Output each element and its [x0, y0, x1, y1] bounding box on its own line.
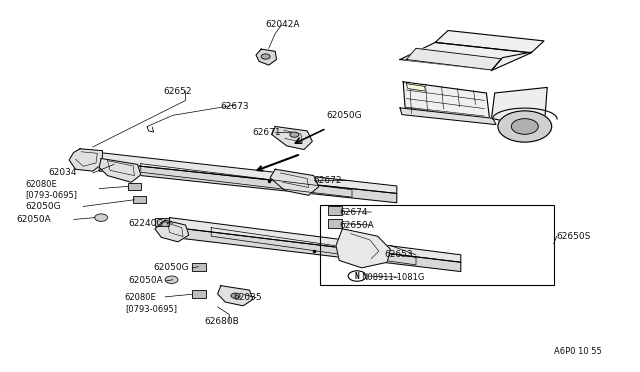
- Polygon shape: [99, 162, 397, 203]
- Polygon shape: [170, 218, 461, 262]
- Polygon shape: [270, 169, 319, 195]
- Bar: [192, 290, 206, 298]
- Text: 62035: 62035: [234, 293, 262, 302]
- Text: 62674: 62674: [339, 208, 368, 217]
- Polygon shape: [99, 158, 141, 182]
- Text: 62240G: 62240G: [128, 219, 163, 228]
- Text: 62671: 62671: [253, 128, 282, 137]
- Text: 62080E
[0793-0695]: 62080E [0793-0695]: [26, 180, 77, 199]
- Bar: [128, 183, 141, 190]
- Text: 62034: 62034: [48, 169, 77, 177]
- Bar: [328, 219, 342, 228]
- Text: N: N: [355, 272, 360, 280]
- Text: 62050G: 62050G: [326, 111, 362, 120]
- Polygon shape: [69, 149, 102, 171]
- Text: 62673: 62673: [221, 102, 250, 110]
- Circle shape: [95, 214, 108, 221]
- Circle shape: [511, 119, 538, 134]
- Text: 62050G: 62050G: [154, 263, 189, 272]
- Polygon shape: [400, 108, 496, 125]
- Bar: [155, 218, 169, 226]
- Circle shape: [231, 293, 240, 298]
- Circle shape: [261, 54, 270, 59]
- Polygon shape: [406, 84, 426, 91]
- Text: 62050G: 62050G: [26, 202, 61, 211]
- Text: N08911-1081G: N08911-1081G: [362, 273, 425, 282]
- Circle shape: [290, 132, 299, 137]
- Text: 62080E
[0793-0695]: 62080E [0793-0695]: [125, 294, 177, 313]
- Polygon shape: [218, 286, 253, 306]
- Text: 62680B: 62680B: [205, 317, 239, 326]
- Polygon shape: [406, 48, 501, 70]
- Bar: [328, 206, 342, 215]
- Text: 62653: 62653: [384, 250, 413, 259]
- Text: 62650A: 62650A: [339, 221, 374, 230]
- Text: 62042A: 62042A: [266, 20, 300, 29]
- Text: A6P0 10 55: A6P0 10 55: [554, 347, 602, 356]
- Circle shape: [348, 271, 366, 281]
- Polygon shape: [99, 153, 397, 193]
- Text: 62050A: 62050A: [128, 276, 163, 285]
- Text: 62050A: 62050A: [16, 215, 51, 224]
- Polygon shape: [170, 227, 461, 272]
- Circle shape: [165, 276, 178, 283]
- Text: 62652: 62652: [163, 87, 192, 96]
- Bar: [320, 205, 554, 285]
- Polygon shape: [435, 31, 544, 53]
- Polygon shape: [400, 42, 531, 70]
- Polygon shape: [155, 220, 189, 242]
- Bar: [133, 196, 146, 203]
- Bar: [192, 263, 206, 271]
- Polygon shape: [492, 87, 547, 130]
- Polygon shape: [336, 229, 390, 268]
- Polygon shape: [403, 82, 490, 119]
- Polygon shape: [272, 126, 312, 150]
- Text: 62650S: 62650S: [557, 232, 591, 241]
- Circle shape: [498, 111, 552, 142]
- Text: 62672: 62672: [314, 176, 342, 185]
- Polygon shape: [256, 49, 276, 65]
